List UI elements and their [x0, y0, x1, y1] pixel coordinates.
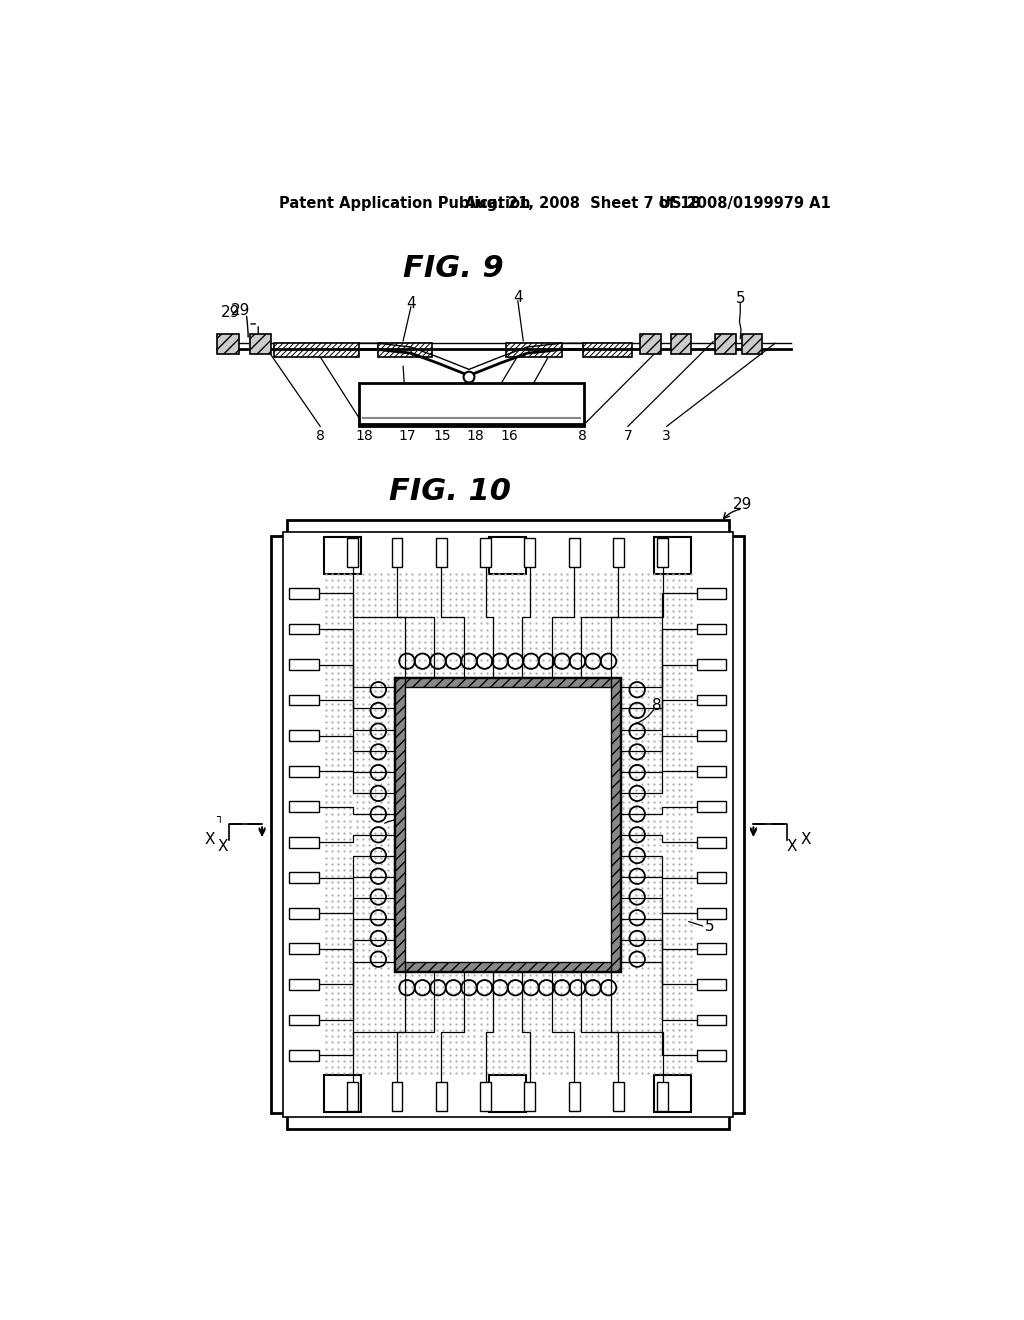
Text: X: X: [204, 833, 215, 847]
Bar: [289, 1015, 318, 1026]
Text: 5: 5: [705, 919, 714, 935]
Bar: [480, 539, 492, 568]
Text: 18: 18: [466, 429, 484, 442]
Bar: [697, 837, 726, 847]
Bar: [489, 537, 526, 574]
Bar: [324, 537, 361, 574]
Text: FIG. 9: FIG. 9: [403, 253, 504, 282]
Text: 16: 16: [501, 429, 518, 442]
Bar: [289, 1051, 318, 1061]
Bar: [654, 537, 691, 574]
Bar: [395, 961, 621, 970]
Bar: [697, 873, 726, 883]
Bar: [697, 944, 726, 954]
Bar: [395, 678, 621, 688]
Bar: [347, 539, 358, 568]
Bar: [697, 730, 726, 741]
Bar: [324, 1074, 361, 1111]
Bar: [657, 539, 669, 568]
Polygon shape: [271, 520, 744, 1129]
Bar: [697, 694, 726, 705]
Bar: [436, 1081, 446, 1111]
Text: 29: 29: [733, 496, 753, 512]
Bar: [697, 766, 726, 776]
Bar: [289, 873, 318, 883]
Bar: [289, 908, 318, 919]
Bar: [391, 539, 402, 568]
Bar: [741, 334, 762, 354]
Bar: [613, 1081, 624, 1111]
Text: 3: 3: [663, 429, 671, 442]
Text: Aug. 21, 2008  Sheet 7 of 18: Aug. 21, 2008 Sheet 7 of 18: [465, 195, 700, 211]
Bar: [697, 589, 726, 599]
Text: X: X: [801, 833, 811, 847]
Bar: [697, 1051, 726, 1061]
Bar: [289, 837, 318, 847]
Bar: [697, 623, 726, 635]
Bar: [506, 343, 562, 358]
Bar: [359, 383, 584, 425]
Text: X: X: [217, 838, 227, 854]
Bar: [289, 694, 318, 705]
Bar: [217, 334, 239, 354]
Bar: [480, 1081, 492, 1111]
Bar: [568, 539, 580, 568]
Bar: [289, 730, 318, 741]
Bar: [657, 1081, 669, 1111]
Bar: [489, 1074, 526, 1111]
Bar: [697, 979, 726, 990]
Bar: [583, 343, 632, 358]
Text: 8: 8: [651, 697, 662, 713]
Bar: [716, 334, 735, 354]
Bar: [289, 944, 318, 954]
Bar: [697, 1015, 726, 1026]
Bar: [524, 1081, 536, 1111]
Bar: [697, 659, 726, 671]
Text: 7: 7: [624, 429, 632, 442]
Text: 29: 29: [230, 304, 250, 318]
Bar: [436, 539, 446, 568]
FancyArrowPatch shape: [247, 317, 248, 337]
Bar: [289, 589, 318, 599]
Bar: [289, 766, 318, 776]
Bar: [391, 1081, 402, 1111]
Text: 5: 5: [735, 290, 745, 306]
Bar: [524, 539, 536, 568]
Text: 8: 8: [315, 429, 325, 442]
Bar: [654, 1074, 691, 1111]
Text: 29: 29: [221, 305, 241, 319]
Text: X: X: [786, 838, 798, 854]
Bar: [613, 539, 624, 568]
Bar: [640, 334, 662, 354]
Text: 8: 8: [402, 812, 412, 826]
Bar: [250, 334, 271, 354]
Text: 15: 15: [433, 429, 451, 442]
Bar: [611, 678, 621, 970]
Bar: [273, 343, 359, 358]
Text: Patent Application Publication: Patent Application Publication: [280, 195, 530, 211]
Bar: [395, 678, 404, 970]
Text: 8: 8: [578, 429, 587, 442]
Bar: [568, 1081, 580, 1111]
Bar: [289, 979, 318, 990]
Bar: [395, 678, 621, 970]
Text: ┐: ┐: [216, 813, 223, 824]
Bar: [283, 532, 732, 1117]
Text: 19: 19: [486, 783, 508, 800]
Bar: [671, 334, 690, 354]
Text: 4: 4: [407, 296, 416, 310]
Text: FIG. 10: FIG. 10: [389, 477, 511, 506]
Bar: [378, 343, 432, 358]
Bar: [697, 801, 726, 812]
Bar: [347, 1081, 358, 1111]
Text: 4: 4: [513, 289, 522, 305]
Bar: [697, 908, 726, 919]
Text: 17: 17: [398, 429, 416, 442]
Text: 18: 18: [355, 429, 374, 442]
Bar: [289, 659, 318, 671]
Bar: [289, 801, 318, 812]
Bar: [289, 623, 318, 635]
Text: US 2008/0199979 A1: US 2008/0199979 A1: [658, 195, 830, 211]
Circle shape: [464, 372, 474, 383]
